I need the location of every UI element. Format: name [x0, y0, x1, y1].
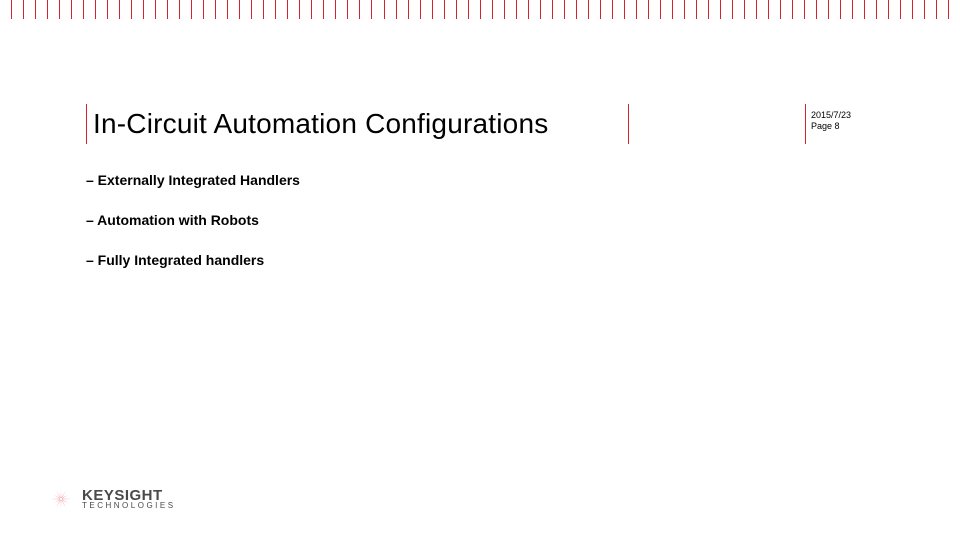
ruler-tick [720, 0, 732, 19]
ruler-tick [227, 0, 239, 19]
ruler-tick [708, 0, 720, 19]
ruler-tick [191, 0, 203, 19]
ruler-tick [828, 0, 840, 19]
ruler-tick [768, 0, 780, 19]
ruler-tick [251, 0, 263, 19]
ruler-tick [552, 0, 564, 19]
meta-separator [805, 104, 806, 144]
ruler-tick [143, 0, 155, 19]
ruler-tick [131, 0, 143, 19]
ruler-tick [0, 0, 11, 19]
slide-title: In-Circuit Automation Configurations [87, 108, 548, 140]
ruler-tick [59, 0, 71, 19]
ruler-tick [516, 0, 528, 19]
ruler-tick [215, 0, 227, 19]
ruler-tick [359, 0, 371, 19]
ruler-tick [335, 0, 347, 19]
ruler-tick [456, 0, 468, 19]
logo-text: KEYSIGHT TECHNOLOGIES [82, 489, 176, 510]
ruler-tick [804, 0, 816, 19]
logo-mark-icon [46, 486, 76, 512]
ruler-tick [840, 0, 852, 19]
ruler-tick [299, 0, 311, 19]
meta-block: 2015/7/23 Page 8 [811, 110, 851, 133]
title-block: In-Circuit Automation Configurations [86, 104, 548, 144]
ruler-tick [600, 0, 612, 19]
ruler-tick [347, 0, 359, 19]
brand-logo: KEYSIGHT TECHNOLOGIES [46, 486, 176, 512]
ruler-tick [528, 0, 540, 19]
ruler-tick [420, 0, 432, 19]
ruler-tick [948, 0, 960, 19]
ruler-tick [119, 0, 131, 19]
ruler-tick [107, 0, 119, 19]
ruler-tick [636, 0, 648, 19]
ruler-tick [287, 0, 299, 19]
ruler-tick [95, 0, 107, 19]
ruler-tick [732, 0, 744, 19]
ruler-tick [23, 0, 35, 19]
ruler-tick [936, 0, 948, 19]
ruler-tick [47, 0, 59, 19]
list-item: – Automation with Robots [86, 212, 300, 228]
ruler-tick [384, 0, 396, 19]
ruler-tick [275, 0, 287, 19]
bullet-list: – Externally Integrated Handlers – Automa… [86, 172, 300, 292]
ruler-tick [684, 0, 696, 19]
ruler-tick [900, 0, 912, 19]
ruler-tick [576, 0, 588, 19]
list-item: – Externally Integrated Handlers [86, 172, 300, 188]
ruler-tick [924, 0, 936, 19]
ruler-tick [480, 0, 492, 19]
meta-page: Page 8 [811, 121, 851, 132]
ruler-tick [540, 0, 552, 19]
ruler-tick [792, 0, 804, 19]
logo-brand: KEYSIGHT [82, 489, 176, 503]
logo-sub: TECHNOLOGIES [82, 502, 176, 509]
ruler-tick [311, 0, 323, 19]
ruler-tick [756, 0, 768, 19]
ruler-tick [239, 0, 251, 19]
ruler-tick [323, 0, 335, 19]
ruler-tick [876, 0, 888, 19]
ruler-tick [864, 0, 876, 19]
ruler-tick [624, 0, 636, 19]
ruler-tick [408, 0, 420, 19]
ruler-tick [660, 0, 672, 19]
ruler-tick [492, 0, 504, 19]
ruler-tick [816, 0, 828, 19]
ruler-tick [396, 0, 408, 19]
ruler-tick [83, 0, 95, 19]
ruler-tick [444, 0, 456, 19]
ruler-tick [504, 0, 516, 19]
ruler-tick [71, 0, 83, 19]
ruler-tick [744, 0, 756, 19]
ruler-tick [179, 0, 191, 19]
title-separator-right [628, 104, 629, 144]
ruler-tick [852, 0, 864, 19]
ruler-tick [648, 0, 660, 19]
ruler-tick [612, 0, 624, 19]
ruler-tick [780, 0, 792, 19]
ruler-tick [432, 0, 444, 19]
ruler-tick [11, 0, 23, 19]
ruler-tick [167, 0, 179, 19]
ruler-tick [155, 0, 167, 19]
ruler-tick [888, 0, 900, 19]
ruler-tick [468, 0, 480, 19]
ruler-tick [672, 0, 684, 19]
ruler-tick [912, 0, 924, 19]
ruler-tick [588, 0, 600, 19]
ruler-tick [696, 0, 708, 19]
top-ruler [0, 0, 960, 36]
ruler-tick [263, 0, 275, 19]
list-item: – Fully Integrated handlers [86, 252, 300, 268]
meta-date: 2015/7/23 [811, 110, 851, 121]
ruler-tick [564, 0, 576, 19]
ruler-tick [371, 0, 383, 19]
ruler-tick [203, 0, 215, 19]
ruler-tick [35, 0, 47, 19]
